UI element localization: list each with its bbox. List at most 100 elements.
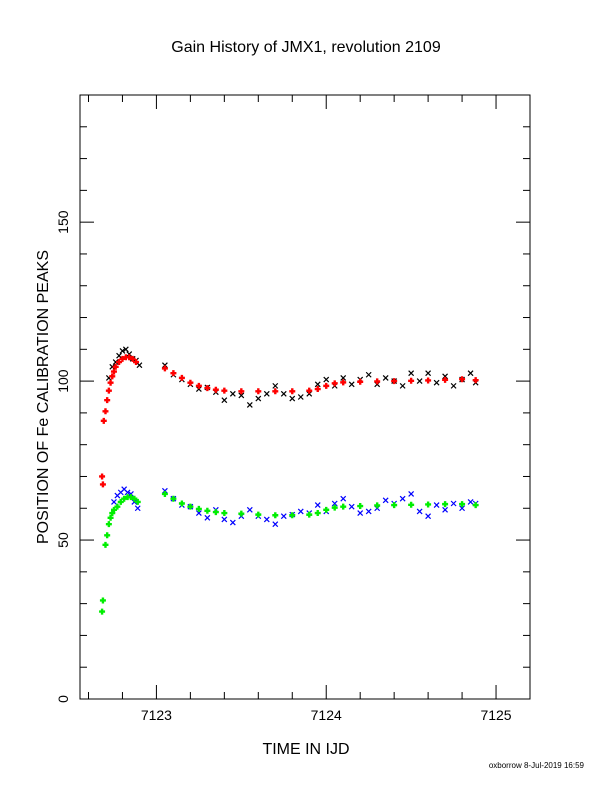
data-point: [450, 382, 457, 389]
data-point: [374, 502, 381, 509]
data-point: [425, 370, 432, 377]
data-point: [110, 368, 117, 375]
data-point: [131, 498, 138, 505]
data-point: [263, 516, 270, 523]
data-point: [134, 505, 141, 512]
data-point: [272, 388, 279, 395]
data-point: [127, 494, 134, 501]
data-point: [289, 388, 296, 395]
data-point: [289, 395, 296, 402]
data-point: [116, 359, 123, 366]
data-point: [107, 379, 114, 386]
data-point: [109, 373, 116, 380]
data-point: [99, 608, 106, 615]
series-1: [99, 354, 479, 488]
data-point: [314, 381, 321, 388]
tick-labels: 7123 7124 7125 0 50 100 150: [55, 210, 512, 723]
footer-stamp: oxborrow 8-Jul-2019 16:59: [489, 761, 585, 770]
data-point: [425, 501, 432, 508]
data-point: [161, 490, 168, 497]
data-point: [391, 502, 398, 509]
data-point: [111, 498, 117, 505]
data-point: [306, 390, 313, 397]
data-point: [204, 507, 211, 514]
data-point: [195, 510, 202, 516]
data-point: [124, 489, 131, 496]
data-point: [323, 506, 330, 513]
data-point: [195, 382, 202, 389]
data-point: [195, 505, 202, 512]
data-point: [297, 394, 304, 400]
data-point: [348, 381, 355, 388]
data-point: [221, 397, 228, 404]
data-point: [459, 505, 465, 512]
data-point: [102, 408, 109, 415]
data-point: [382, 375, 389, 381]
data-point: [107, 514, 114, 521]
data-point: [323, 376, 330, 383]
data-point: [136, 362, 143, 369]
data-point: [246, 506, 253, 513]
data-point: [408, 501, 415, 508]
data-point: [416, 508, 423, 515]
data-point: [450, 500, 457, 507]
data-point: [178, 500, 185, 507]
data-point: [212, 509, 219, 516]
data-point: [399, 495, 406, 502]
data-point: [102, 541, 109, 548]
data-point: [114, 503, 121, 510]
data-point: [187, 503, 194, 510]
data-point: [105, 387, 112, 394]
data-point: [170, 495, 177, 502]
data-point: [255, 388, 262, 395]
data-point: [340, 379, 347, 386]
data-point: [459, 376, 466, 383]
data-point: [126, 351, 133, 358]
data-point: [340, 375, 347, 381]
data-point: [170, 370, 177, 377]
x-tick-label: 7123: [141, 707, 172, 723]
data-point: [408, 370, 415, 377]
data-point: [323, 382, 330, 389]
data-point: [112, 359, 119, 365]
plot-frame: [79, 94, 531, 700]
y-tick-label: 150: [55, 210, 71, 234]
data-point: [99, 597, 106, 604]
data-point: [365, 371, 372, 378]
data-point: [425, 377, 432, 384]
data-point: [306, 511, 313, 518]
data-point: [238, 510, 245, 517]
data-point: [128, 491, 134, 497]
data-point: [126, 354, 133, 361]
data-point: [255, 511, 262, 518]
series-0: [105, 346, 479, 408]
data-point: [133, 359, 140, 366]
data-point: [122, 346, 129, 353]
data-point: [221, 516, 228, 523]
data-point: [99, 473, 106, 480]
data-point: [416, 378, 423, 385]
data-point: [382, 497, 389, 504]
axis-ticks: [80, 94, 531, 700]
data-point: [221, 510, 228, 517]
data-point: [119, 355, 126, 362]
data-point: [229, 519, 236, 526]
data-point: [104, 532, 111, 539]
data-point: [238, 388, 245, 395]
data-point: [238, 392, 245, 399]
data-point: [340, 495, 347, 502]
data-point: [134, 498, 141, 505]
data-point: [442, 373, 449, 380]
data-point: [204, 514, 211, 521]
data-point: [289, 512, 296, 519]
data-point: [280, 390, 287, 397]
data-point: [161, 365, 168, 372]
series-2: [111, 486, 479, 528]
data-point: [112, 363, 119, 370]
data-point: [246, 402, 253, 408]
data-point: [131, 495, 138, 502]
data-point: [99, 481, 106, 488]
data-point: [442, 506, 449, 513]
data-point: [331, 380, 338, 387]
